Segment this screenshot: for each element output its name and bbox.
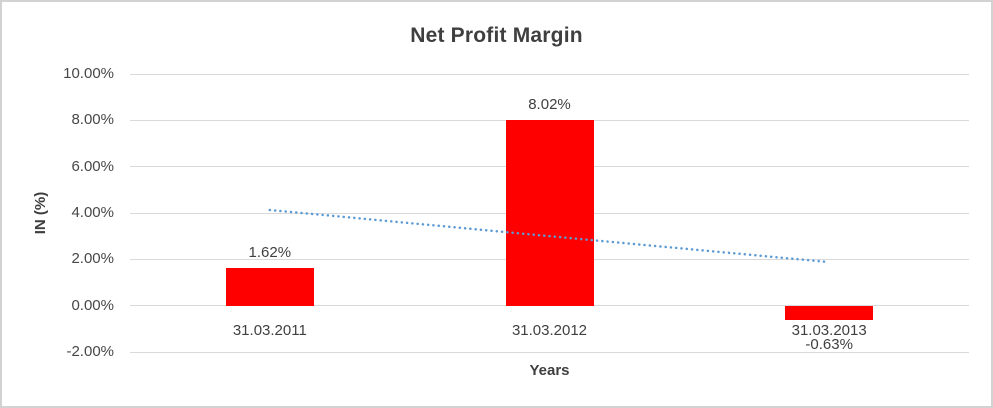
bar-data-label: 8.02% xyxy=(528,95,571,113)
chart-title: Net Profit Margin xyxy=(410,24,583,47)
y-tick-label: 4.00% xyxy=(71,204,114,221)
bar xyxy=(505,119,594,306)
bar-data-label: -0.63% xyxy=(805,336,853,354)
trendline xyxy=(268,208,831,264)
x-axis-title: Years xyxy=(529,362,570,379)
y-tick-label: 0.00% xyxy=(71,296,114,314)
gridline xyxy=(130,351,969,353)
y-tick-label: 6.00% xyxy=(71,157,114,175)
gridline xyxy=(130,73,969,75)
bar xyxy=(225,268,314,306)
x-category-label: 31.03.2011 xyxy=(232,321,307,339)
plot-area: 10.00% 8.00% 6.00% 4.00% 2.00% 0.00% -2.00% 1.6… xyxy=(63,65,969,360)
y-tick-label: -2.00% xyxy=(66,343,114,360)
gridline xyxy=(130,305,969,307)
y-tick-label: 8.00% xyxy=(71,111,114,129)
y-tick-label: 10.00% xyxy=(63,65,114,82)
x-category-label: 31.03.2012 xyxy=(511,321,588,339)
bar xyxy=(785,305,874,321)
bar-data-label: 1.62% xyxy=(248,244,292,262)
y-tick-label: 2.00% xyxy=(71,250,114,268)
x-category-label: 31.03.2013 xyxy=(791,321,867,339)
